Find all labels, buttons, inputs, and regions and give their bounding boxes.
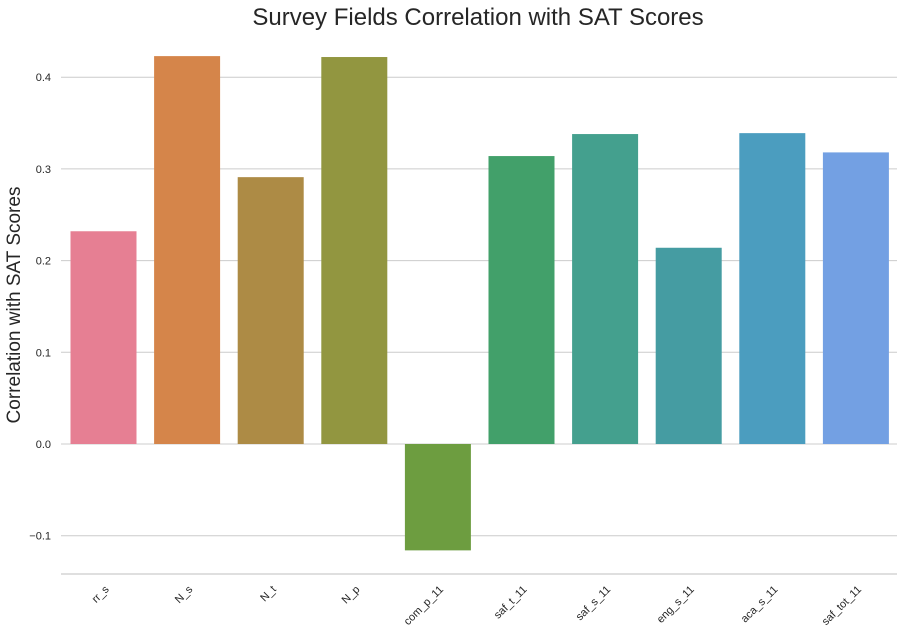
x-tick-label: saf_s_11 [574, 584, 613, 623]
bar-N_p [321, 57, 388, 444]
y-tick-label: 0.1 [36, 347, 51, 359]
bar-rr_s [70, 231, 137, 444]
x-ticks: rr_s N_s N_t N_p com_p_11 saf_t_11 saf_s_11 eng… [90, 583, 864, 628]
bars [70, 56, 889, 551]
x-tick-label: N_s [173, 583, 196, 606]
x-tick-label: saf_tot_11 [820, 584, 864, 628]
bar-N_t [237, 177, 304, 444]
bar-saf_s_11 [572, 134, 639, 444]
x-tick-label: eng_s_11 [655, 584, 697, 626]
y-tick-label: 0.3 [36, 164, 51, 176]
x-tick-label: com_p_11 [402, 584, 446, 628]
bar-N_s [154, 56, 221, 444]
y-tick-label: −0.1 [29, 531, 51, 543]
bar-saf_tot_11 [822, 152, 889, 445]
x-tick-label: N_t [258, 584, 279, 605]
bar-aca_s_11 [739, 133, 806, 444]
y-tick-label: 0.0 [36, 439, 51, 451]
chart-title: Survey Fields Correlation with SAT Score… [252, 4, 703, 31]
x-tick-label: rr_s [90, 583, 112, 605]
y-ticks: −0.1 0.0 0.1 0.2 0.3 0.4 [29, 72, 51, 543]
x-tick-label: saf_t_11 [492, 584, 530, 622]
x-tick-label: aca_s_11 [739, 584, 781, 626]
bar-eng_s_11 [655, 247, 722, 444]
y-axis-label: Correlation with SAT Scores [4, 187, 25, 424]
y-tick-label: 0.4 [36, 72, 51, 84]
bar-saf_t_11 [488, 156, 555, 444]
bar-com_p_11 [404, 444, 471, 551]
y-tick-label: 0.2 [36, 256, 51, 268]
x-tick-label: N_p [340, 584, 363, 607]
